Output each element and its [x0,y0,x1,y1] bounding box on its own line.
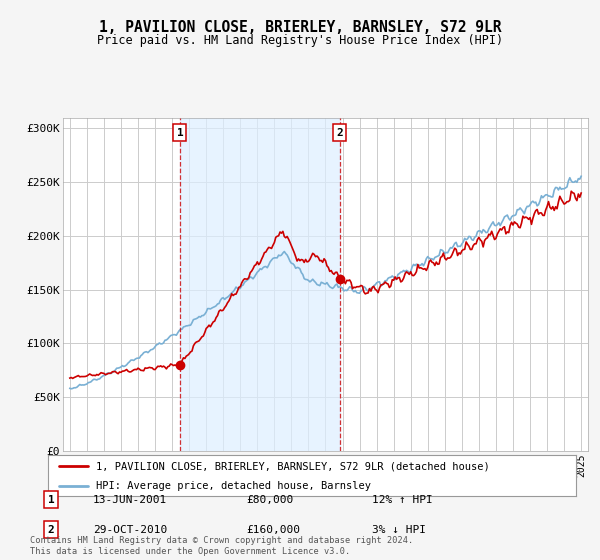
Text: 1: 1 [47,494,55,505]
Text: 1, PAVILION CLOSE, BRIERLEY, BARNSLEY, S72 9LR: 1, PAVILION CLOSE, BRIERLEY, BARNSLEY, S… [99,20,501,35]
Text: 13-JUN-2001: 13-JUN-2001 [93,494,167,505]
Text: 2: 2 [47,525,55,535]
Text: £160,000: £160,000 [246,525,300,535]
Text: 1: 1 [176,128,184,138]
Text: Price paid vs. HM Land Registry's House Price Index (HPI): Price paid vs. HM Land Registry's House … [97,34,503,46]
Text: 29-OCT-2010: 29-OCT-2010 [93,525,167,535]
Text: HPI: Average price, detached house, Barnsley: HPI: Average price, detached house, Barn… [95,480,371,491]
Text: 3% ↓ HPI: 3% ↓ HPI [372,525,426,535]
Text: 1, PAVILION CLOSE, BRIERLEY, BARNSLEY, S72 9LR (detached house): 1, PAVILION CLOSE, BRIERLEY, BARNSLEY, S… [95,461,489,471]
Bar [180,118,340,451]
Text: £80,000: £80,000 [246,494,293,505]
Text: Contains HM Land Registry data © Crown copyright and database right 2024.
This d: Contains HM Land Registry data © Crown c… [30,536,413,556]
Text: 12% ↑ HPI: 12% ↑ HPI [372,494,433,505]
Text: 2: 2 [336,128,343,138]
